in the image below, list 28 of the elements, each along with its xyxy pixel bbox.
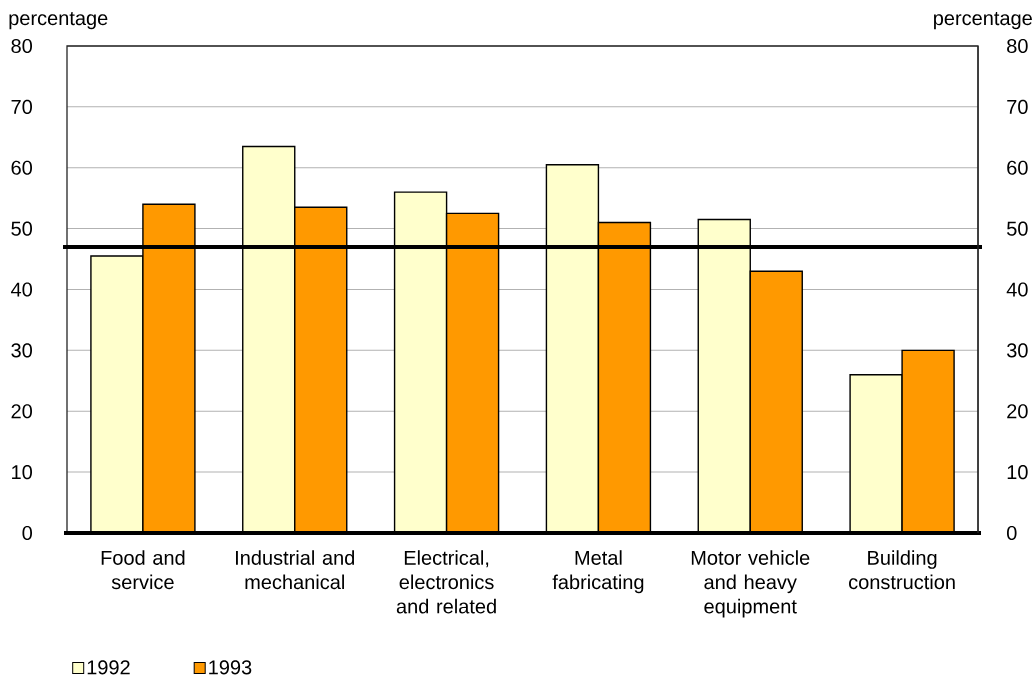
x-tick-label: Food and service: [101, 550, 185, 590]
y-tick-label: 50: [11, 221, 33, 236]
x-tick-label: Motor vehicle and heavy equipment: [691, 550, 810, 618]
y-tick-label: 70: [11, 99, 33, 114]
y2-tick-label: 30: [1006, 343, 1028, 358]
y2-tick-label: 80: [1007, 38, 1028, 54]
y2-tick-label: 50: [1007, 221, 1028, 236]
y2-tick-label: 20: [1007, 404, 1028, 419]
y-tick-label: 80: [11, 38, 33, 54]
x-tick-label: Industrial and mechanical: [236, 550, 355, 590]
y-tick-label: 30: [11, 343, 33, 358]
y-tick-label: 60: [11, 160, 33, 175]
y2-tick-label: 10: [1007, 465, 1028, 480]
y-tick-label: 40: [11, 282, 33, 297]
y-axis-title: percentage: [9, 12, 108, 30]
legend-label: 1992: [87, 660, 130, 675]
x-tick-label: Metal fabricating: [552, 550, 644, 594]
y2-tick-label: 60: [1007, 160, 1028, 175]
legend-label: 1993: [209, 660, 252, 675]
x-tick-label: Building construction: [849, 550, 955, 590]
y-tick-label: 20: [11, 404, 33, 419]
y-tick-label: 0: [22, 525, 33, 541]
x-tick-label: Electrical, electronics and related: [396, 550, 496, 614]
y2-tick-label: 70: [1007, 99, 1028, 114]
y-tick-label: 10: [12, 465, 33, 480]
y2-axis-title: percentage: [934, 12, 1032, 30]
y2-tick-label: 0: [1007, 525, 1017, 541]
y2-tick-label: 40: [1006, 282, 1028, 297]
